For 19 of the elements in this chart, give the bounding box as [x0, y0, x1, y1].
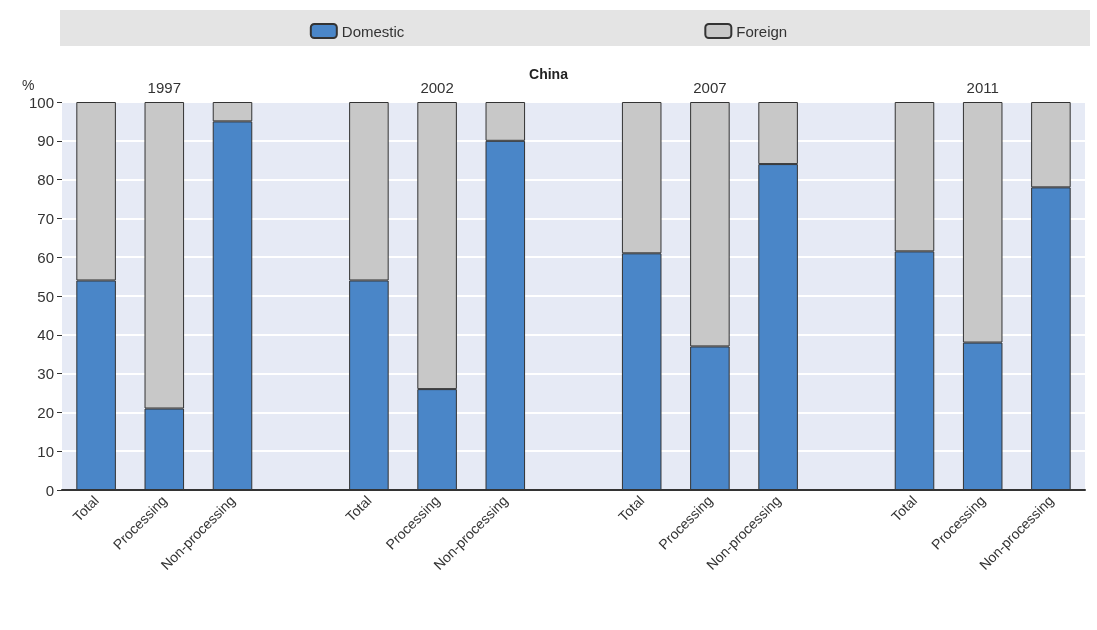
y-tick-label: 0 — [45, 481, 54, 499]
y-tick-label: 80 — [37, 171, 54, 189]
y-tick-label: 30 — [37, 365, 54, 383]
text: 2011 — [966, 79, 999, 96]
text: 2007 — [693, 79, 727, 96]
y-tick-label: 20 — [37, 403, 54, 421]
y-tick-label: 70 — [37, 209, 54, 227]
chart-title: China — [529, 66, 569, 82]
y-tick-label: 40 — [37, 326, 54, 344]
y-tick-label: 90 — [37, 132, 54, 150]
y-tick-label: 60 — [37, 248, 54, 266]
y-axis-title: % — [22, 77, 35, 93]
text: 1997 — [147, 79, 181, 96]
legend-label: Foreign — [736, 22, 788, 40]
y-tick-label: 100 — [28, 93, 54, 111]
y-tick-label: 50 — [37, 287, 54, 305]
legend-label: Domestic — [341, 22, 405, 40]
text: 2002 — [420, 79, 454, 96]
y-tick-label: 10 — [37, 442, 54, 460]
